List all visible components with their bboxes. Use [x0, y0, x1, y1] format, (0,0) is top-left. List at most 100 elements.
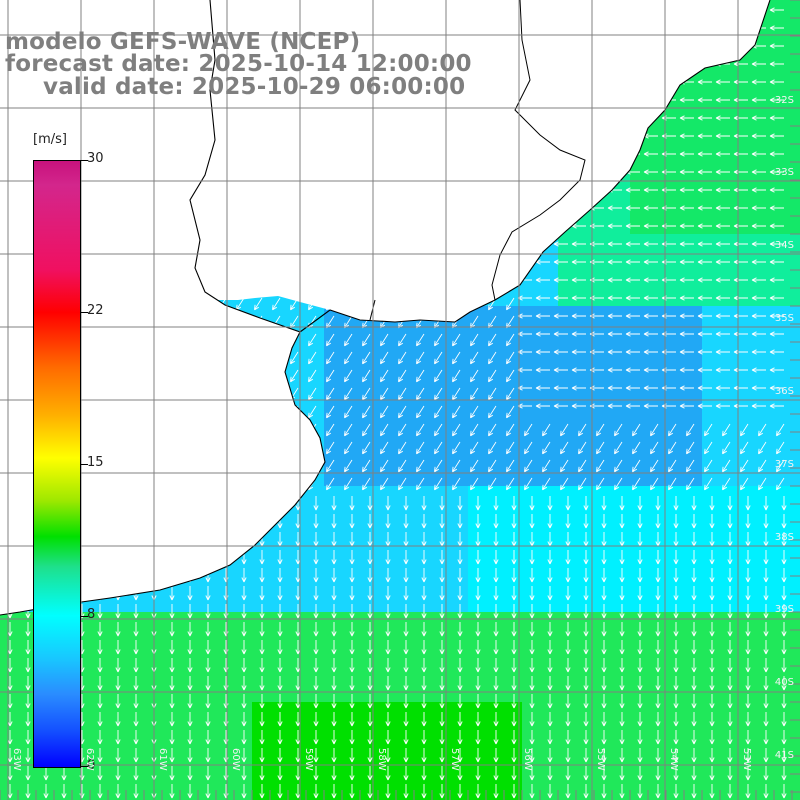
field-cell [702, 630, 721, 649]
field-cell [756, 414, 775, 433]
field-cell [558, 720, 577, 739]
arrow-icon [475, 550, 481, 565]
arrow-icon [625, 331, 640, 337]
field-cell [666, 144, 685, 163]
field-cell [360, 504, 379, 523]
field-cell [774, 432, 793, 451]
field-cell [738, 594, 757, 613]
field-cell [648, 306, 667, 325]
arrow-icon [349, 658, 355, 673]
arrow-icon [560, 423, 569, 437]
arrow-icon [769, 205, 784, 211]
field-cell [774, 324, 793, 343]
field-cell [252, 774, 271, 793]
field-cell [648, 558, 667, 577]
arrow-icon [367, 604, 373, 619]
field-cell [342, 522, 361, 541]
arrow-icon [625, 205, 640, 211]
arrow-icon [367, 694, 373, 709]
arrow-icon [241, 568, 247, 583]
field-cell [594, 450, 613, 469]
arrow-icon [97, 694, 103, 709]
arrow-icon [601, 622, 607, 637]
arrow-icon [619, 640, 625, 655]
arrow-icon [475, 658, 481, 673]
arrow-icon [331, 568, 337, 583]
field-cell [378, 774, 397, 793]
field-cell [576, 738, 595, 757]
field-cell [342, 414, 361, 433]
field-cell [486, 486, 505, 505]
field-cell [270, 684, 289, 703]
arrow-icon [679, 367, 694, 373]
arrow-icon [715, 223, 730, 229]
arrow-icon [535, 349, 550, 355]
field-cell [288, 720, 307, 739]
arrow-icon [781, 550, 787, 565]
arrow-icon [769, 169, 784, 175]
field-cell [702, 108, 721, 127]
arrow-icon [619, 568, 625, 583]
arrow-icon [439, 532, 445, 547]
arrow-icon [421, 694, 427, 709]
field-cell [684, 702, 703, 721]
arrow-icon [511, 604, 517, 619]
field-cell [180, 684, 199, 703]
arrow-icon [380, 333, 389, 347]
field-cell [720, 648, 739, 667]
arrow-icon [475, 568, 481, 583]
arrow-icon [769, 241, 784, 247]
arrow-icon [655, 532, 661, 547]
arrow-icon [560, 459, 569, 473]
field-cell [342, 594, 361, 613]
arrow-icon [385, 586, 391, 601]
field-cell [630, 486, 649, 505]
field-cell [522, 504, 541, 523]
field-cell [396, 522, 415, 541]
field-cell [396, 540, 415, 559]
arrow-icon [691, 532, 697, 547]
field-cell [270, 576, 289, 595]
arrow-icon [722, 423, 731, 437]
arrow-icon [259, 658, 265, 673]
arrow-icon [547, 568, 553, 583]
arrow-icon [722, 477, 731, 491]
field-cell [306, 306, 325, 325]
arrow-icon [697, 241, 712, 247]
arrow-icon [745, 550, 751, 565]
field-cell [306, 702, 325, 721]
arrow-icon [133, 622, 139, 637]
field-cell [342, 504, 361, 523]
arrow-icon [583, 604, 589, 619]
field-cell [792, 450, 800, 469]
arrow-icon [679, 133, 694, 139]
arrow-icon [187, 658, 193, 673]
arrow-icon [362, 387, 371, 401]
arrow-icon [565, 676, 571, 691]
field-cell [522, 540, 541, 559]
arrow-icon [704, 459, 713, 473]
arrow-icon [571, 331, 586, 337]
field-cell [774, 72, 793, 91]
field-cell [324, 396, 343, 415]
field-cell [234, 558, 253, 577]
arrow-icon [452, 423, 461, 437]
arrow-icon [547, 658, 553, 673]
arrow-icon [398, 423, 407, 437]
field-cell [108, 594, 127, 613]
arrow-icon [529, 496, 535, 511]
arrow-icon [470, 405, 479, 419]
field-cell [666, 738, 685, 757]
arrow-icon [421, 568, 427, 583]
arrow-icon [643, 331, 658, 337]
field-cell [486, 630, 505, 649]
field-cell [630, 576, 649, 595]
field-cell [666, 198, 685, 217]
arrow-icon [745, 622, 751, 637]
arrow-icon [619, 532, 625, 547]
arrow-icon [398, 387, 407, 401]
field-cell [504, 684, 523, 703]
field-cell [558, 486, 577, 505]
arrow-icon [542, 423, 551, 437]
field-cell [540, 684, 559, 703]
